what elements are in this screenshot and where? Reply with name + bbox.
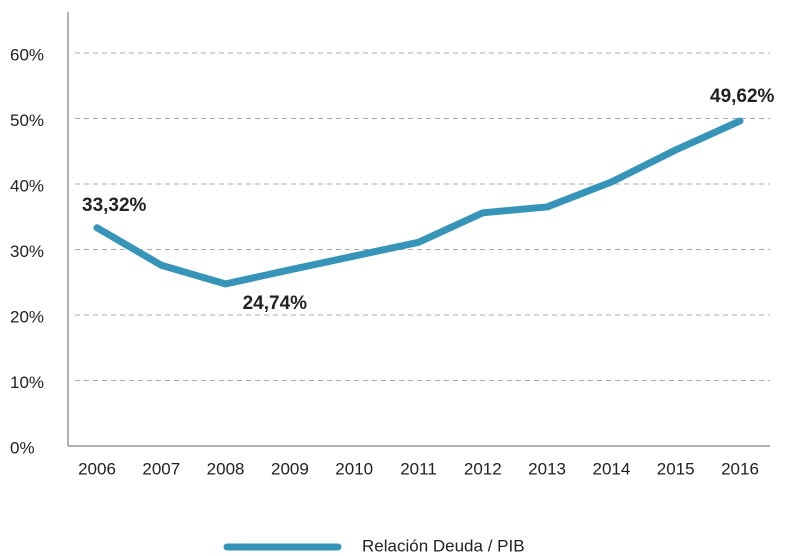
y-tick-label: 30% [10, 242, 44, 261]
legend-label: Relación Deuda / PIB [362, 536, 525, 555]
y-tick-label: 60% [10, 45, 44, 64]
x-tick-label: 2014 [592, 459, 630, 478]
x-tick-label: 2012 [464, 459, 502, 478]
value-label: 49,62% [710, 86, 775, 107]
x-tick-label: 2008 [207, 459, 245, 478]
x-tick-label: 2006 [78, 459, 116, 478]
data-line [93, 117, 744, 288]
x-tick-label: 2013 [528, 459, 566, 478]
y-tick-label: 50% [10, 111, 44, 130]
value-label: 24,74% [243, 293, 308, 314]
x-tick-label: 2007 [142, 459, 180, 478]
value-label: 33,32% [82, 195, 147, 216]
x-tick-label: 2009 [271, 459, 309, 478]
y-tick-label: 0% [10, 438, 35, 457]
y-tick-label: 40% [10, 176, 44, 195]
y-tick-label: 10% [10, 373, 44, 392]
x-tick-label: 2011 [400, 459, 437, 478]
x-tick-label: 2010 [335, 459, 373, 478]
x-tick-label: 2015 [657, 459, 695, 478]
y-tick-label: 20% [10, 307, 44, 326]
x-tick-label: 2016 [721, 459, 759, 478]
